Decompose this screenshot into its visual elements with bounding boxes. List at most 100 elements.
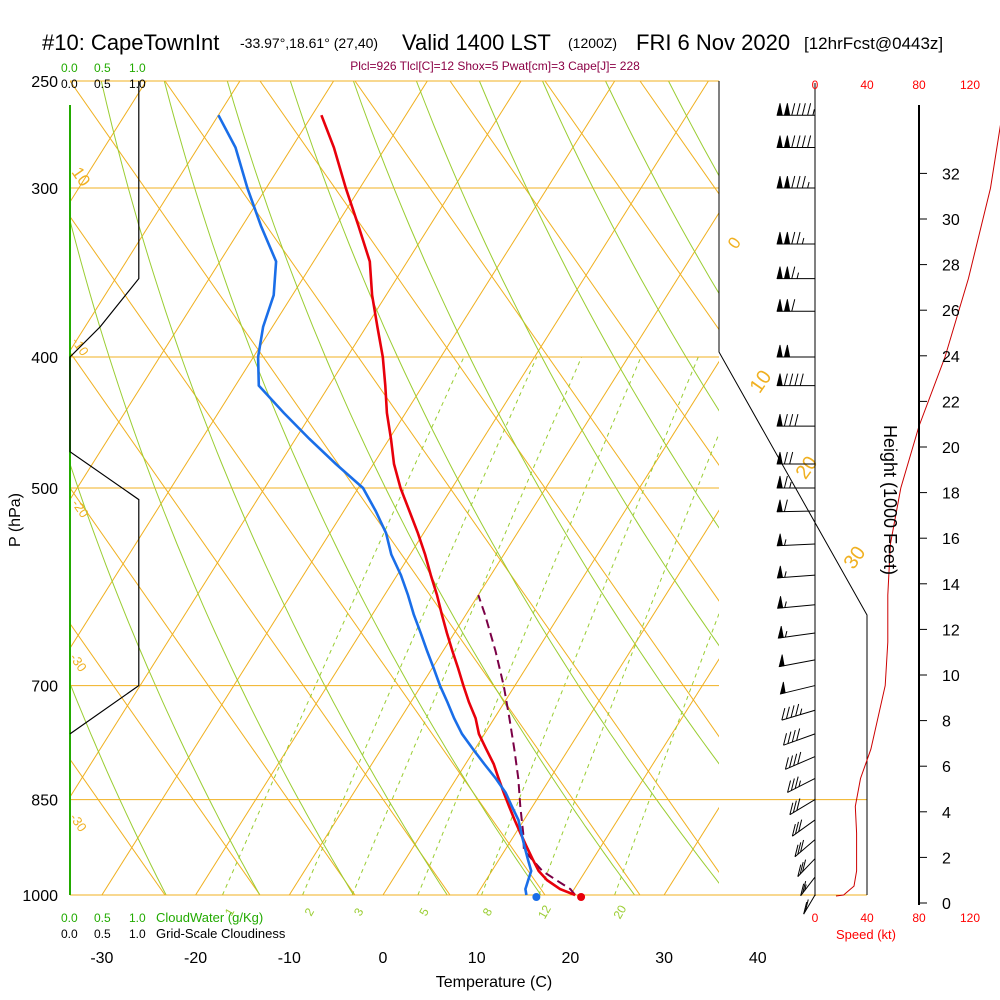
height-tick-label: 20 bbox=[942, 440, 960, 457]
svg-text:1.0: 1.0 bbox=[129, 61, 146, 75]
wind-barbs bbox=[776, 103, 816, 915]
isotherm-line bbox=[925, 81, 1000, 895]
wind-barb bbox=[776, 565, 816, 579]
dry-adiabat-line bbox=[541, 81, 719, 412]
isotherm-line bbox=[70, 622, 261, 895]
dry-adiabat-lines bbox=[70, 81, 719, 895]
wind-barb bbox=[784, 751, 816, 770]
wind-barb bbox=[777, 625, 816, 639]
utc-time: (1200Z) bbox=[568, 35, 617, 51]
height-tick-label: 2 bbox=[942, 850, 951, 867]
temperature-profile bbox=[320, 114, 576, 897]
mixing-ratio-line bbox=[538, 432, 719, 895]
mixing-ratio-line bbox=[614, 612, 719, 895]
height-tick-label: 28 bbox=[942, 258, 960, 275]
wind-barb bbox=[779, 681, 816, 695]
wind-barb bbox=[776, 373, 815, 387]
mixing-ratio-line bbox=[302, 356, 538, 895]
temperature-axis-title: Temperature (C) bbox=[436, 974, 552, 991]
mixing-ratio-label: 5 bbox=[416, 905, 432, 918]
svg-text:120: 120 bbox=[960, 78, 980, 92]
isotherm-lines bbox=[70, 81, 1000, 895]
isotherm-line bbox=[476, 509, 719, 895]
svg-text:0.0: 0.0 bbox=[61, 911, 78, 925]
svg-text:0.5: 0.5 bbox=[94, 77, 111, 91]
height-tick-label: 24 bbox=[942, 349, 960, 366]
mixing-ratio-labels: 1 2 3 5 8 12 20 bbox=[222, 902, 630, 921]
wind-barb bbox=[803, 894, 816, 915]
svg-text:0: 0 bbox=[812, 78, 819, 92]
mixing-ratio-line bbox=[481, 356, 699, 895]
isobar-lines bbox=[70, 80, 868, 896]
mixing-ratio-label: 8 bbox=[480, 905, 496, 918]
pressure-tick-label: 700 bbox=[31, 679, 58, 696]
wind-barb bbox=[776, 451, 815, 465]
svg-text:1.0: 1.0 bbox=[129, 911, 146, 925]
height-tick-label: 4 bbox=[942, 805, 951, 822]
height-axis-title: Height (1000 Feet) bbox=[880, 425, 900, 575]
height-tick-label: 8 bbox=[942, 714, 951, 731]
mixing-ratio-label: 20 bbox=[611, 902, 630, 921]
station-coords: -33.97°,18.61° (27,40) bbox=[240, 35, 378, 51]
temperature-tick-label: 20 bbox=[562, 950, 580, 967]
pressure-tick-label: 500 bbox=[31, 481, 58, 498]
wind-barb bbox=[776, 499, 816, 513]
wind-barb bbox=[776, 299, 815, 312]
temperature-tick-label: -30 bbox=[90, 950, 113, 967]
svg-text:0.0: 0.0 bbox=[61, 927, 78, 941]
dry-adiabat-line bbox=[415, 81, 719, 647]
wind-barb bbox=[776, 414, 815, 427]
speed-scale-top: 0 40 80 120 bbox=[812, 78, 981, 92]
station-title: #10: CapeTownInt bbox=[42, 30, 219, 55]
isotherm-line bbox=[70, 487, 356, 895]
svg-text:0.0: 0.0 bbox=[61, 77, 78, 91]
height-tick-label: 10 bbox=[942, 668, 960, 685]
wind-barb bbox=[794, 839, 816, 858]
svg-text:0.5: 0.5 bbox=[94, 911, 111, 925]
wind-barb bbox=[783, 728, 816, 746]
cloudwater-scale-top: 0.0 0.5 1.0 0.0 0.5 1.0 bbox=[61, 61, 146, 91]
wind-barb bbox=[778, 654, 816, 668]
isotherm-line bbox=[70, 81, 241, 352]
cloudiness-profile bbox=[69, 81, 140, 735]
isotherm-line bbox=[852, 81, 1000, 895]
wind-barb bbox=[797, 858, 816, 877]
isotherm-line bbox=[569, 658, 719, 895]
wind-speed-profile bbox=[835, 124, 1000, 897]
svg-text:120: 120 bbox=[960, 911, 980, 925]
temperature-tick-label: -20 bbox=[184, 950, 207, 967]
svg-text:80: 80 bbox=[912, 78, 926, 92]
dry-adiabat-line bbox=[289, 81, 719, 884]
wind-barb bbox=[776, 135, 815, 149]
wind-barb bbox=[776, 533, 816, 547]
forecast-run: [12hrFcst@0443z] bbox=[804, 34, 943, 53]
cloudwater-legend: CloudWater (g/Kg) bbox=[156, 910, 263, 925]
svg-text:40: 40 bbox=[860, 78, 874, 92]
height-tick-label: 14 bbox=[942, 577, 960, 594]
mixing-ratio-label: 3 bbox=[351, 905, 367, 918]
height-tick-label: 12 bbox=[942, 622, 960, 639]
pressure-axis-title: P (hPa) bbox=[7, 493, 24, 547]
svg-text:0: 0 bbox=[812, 911, 819, 925]
dry-adiabat-line bbox=[226, 81, 636, 895]
dry-adiabat-line bbox=[478, 81, 719, 529]
dry-adiabat-line bbox=[70, 462, 261, 895]
mixing-ratio-label: 2 bbox=[302, 905, 318, 918]
isotherm-line bbox=[449, 81, 719, 467]
forecast-date: FRI 6 Nov 2020 bbox=[636, 30, 790, 55]
dewpoint-profile bbox=[217, 114, 533, 896]
speed-scale-bottom: 0 40 80 120 Speed (kt) bbox=[812, 911, 981, 942]
dry-adiabat-line bbox=[70, 218, 355, 895]
dry-adiabat-line bbox=[70, 682, 167, 895]
wind-barb bbox=[776, 475, 815, 489]
height-tick-label: 22 bbox=[942, 394, 960, 411]
cloudiness-legend: Grid-Scale Cloudiness bbox=[156, 926, 286, 941]
wind-barb bbox=[789, 798, 816, 816]
temperature-tick-label: 0 bbox=[379, 950, 388, 967]
pressure-axis-labels: 250 300 400 500 700 850 1000 bbox=[22, 74, 58, 905]
valid-time: Valid 1400 LST bbox=[402, 30, 551, 55]
svg-text:80: 80 bbox=[912, 911, 926, 925]
isotherm-label: 0 bbox=[724, 234, 745, 253]
